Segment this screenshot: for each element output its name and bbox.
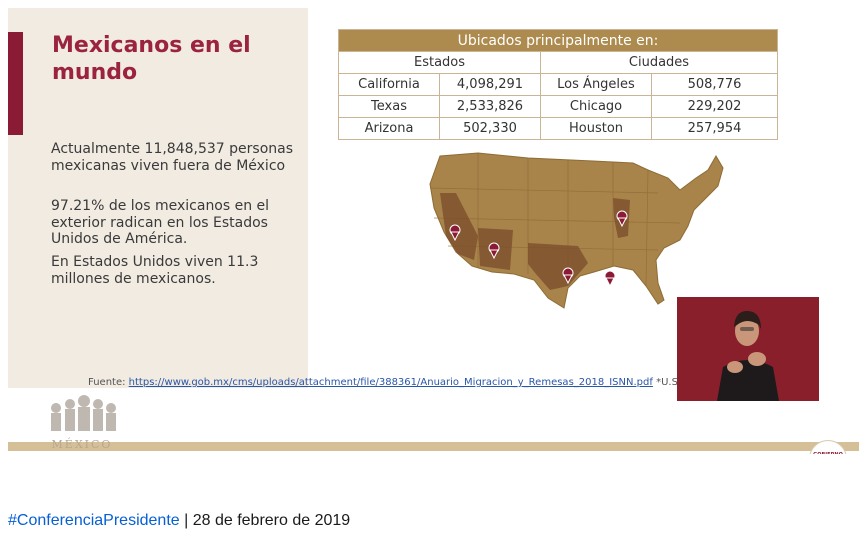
california-marker-icon (449, 224, 461, 242)
state-value: 2,533,826 (439, 95, 541, 118)
column-ciudades: Ciudades (540, 51, 778, 74)
paragraph-total: Actualmente 11,848,537 personas mexicana… (51, 141, 294, 174)
usa-map (429, 152, 724, 309)
video-caption: #ConferenciaPresidente | 28 de febrero d… (8, 512, 350, 530)
state-name: California (338, 73, 440, 96)
city-name: Houston (540, 117, 652, 140)
footer-logo-text: MÉXICO (52, 437, 113, 451)
table-row: California 4,098,291 Los Ángeles 508,776 (338, 73, 778, 96)
usa-map-shape (429, 152, 724, 309)
column-estados: Estados (338, 51, 541, 74)
city-value: 257,954 (651, 117, 778, 140)
source-suffix: *U.S. (656, 377, 682, 388)
city-name: Los Ángeles (540, 73, 652, 96)
left-panel (8, 8, 308, 388)
hashtag-link[interactable]: #ConferenciaPresidente (8, 512, 180, 529)
texas-marker-icon (562, 267, 574, 285)
paragraph-usa: En Estados Unidos viven 11.3 millones de… (51, 254, 259, 287)
table-row: Arizona 502,330 Houston 257,954 (338, 117, 778, 140)
table-row: Texas 2,533,826 Chicago 229,202 (338, 95, 778, 118)
state-name: Texas (338, 95, 440, 118)
presentation-slide: Mexicanos en el mundo Actualmente 11,848… (8, 8, 859, 454)
chicago-marker-icon (616, 210, 628, 228)
paragraph-percentage: 97.21% de los mexicanos en el exterior r… (51, 198, 270, 247)
accent-bar (8, 32, 23, 135)
sign-language-interpreter-video (677, 297, 819, 401)
city-value: 508,776 (651, 73, 778, 96)
city-value: 229,202 (651, 95, 778, 118)
arizona-marker-icon (488, 242, 500, 260)
heroes-silhouette-icon: MÉXICO (51, 395, 116, 451)
source-note: Fuente: https://www.gob.mx/cms/uploads/a… (88, 377, 681, 388)
houston-marker-icon (604, 270, 616, 288)
footer-line (8, 442, 859, 451)
source-label: Fuente: (88, 377, 126, 388)
heroes-logo: MÉXICO (42, 386, 122, 452)
source-link[interactable]: https://www.gob.mx/cms/uploads/attachmen… (128, 377, 653, 388)
map-markers (449, 210, 628, 288)
state-name: Arizona (338, 117, 440, 140)
state-value: 502,330 (439, 117, 541, 140)
location-table: Ubicados principalmente en: Estados Ciud… (338, 29, 778, 140)
slide-title: Mexicanos en el mundo (52, 33, 251, 85)
interpreter-figure-icon (677, 297, 819, 401)
caption-date: | 28 de febrero de 2019 (179, 512, 351, 529)
table-header: Ubicados principalmente en: (338, 29, 778, 52)
state-value: 4,098,291 (439, 73, 541, 96)
city-name: Chicago (540, 95, 652, 118)
